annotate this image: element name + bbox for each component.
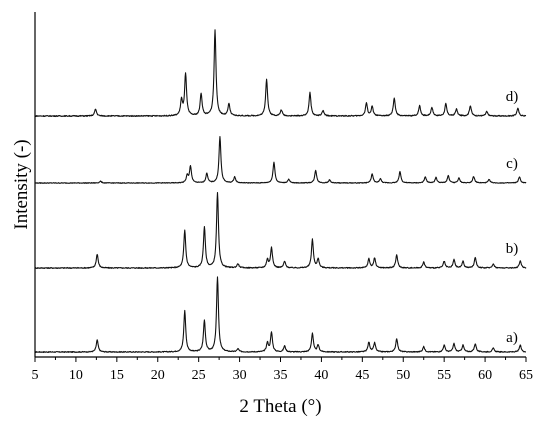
x-tick-label-45: 45 [355, 368, 369, 383]
x-tick-label-15: 15 [110, 368, 124, 383]
x-tick-label-55: 55 [437, 368, 451, 383]
series-label-3: d) [506, 89, 519, 105]
x-tick-label-20: 20 [151, 368, 165, 383]
series-line-3 [34, 29, 527, 118]
axes-layer [34, 12, 526, 358]
series-label-2: c) [506, 156, 518, 172]
x-ticks-layer: 5 10 15 20 25 30 35 40 45 50 55 60 65 [32, 357, 533, 383]
x-tick-label-50: 50 [396, 368, 410, 383]
x-tick-label-60: 60 [478, 368, 492, 383]
y-axis-title: Intensity (-) [11, 139, 32, 229]
series-label-1: b) [506, 241, 519, 257]
series-line-1 [34, 192, 527, 270]
series-label-0: a) [506, 330, 518, 346]
x-tick-label-30: 30 [233, 368, 247, 383]
x-tick-label-25: 25 [192, 368, 206, 383]
series-layer: a) b) c) d) [34, 29, 527, 353]
x-tick-label-10: 10 [69, 368, 83, 383]
x-tick-label-65: 65 [519, 368, 533, 383]
series-line-2 [34, 136, 527, 184]
x-axis-title: 2 Theta (°) [239, 396, 321, 417]
x-tick-label-5: 5 [32, 368, 39, 383]
x-tick-label-35: 35 [274, 368, 288, 383]
x-tick-label-40: 40 [314, 368, 328, 383]
series-line-0 [34, 276, 527, 353]
